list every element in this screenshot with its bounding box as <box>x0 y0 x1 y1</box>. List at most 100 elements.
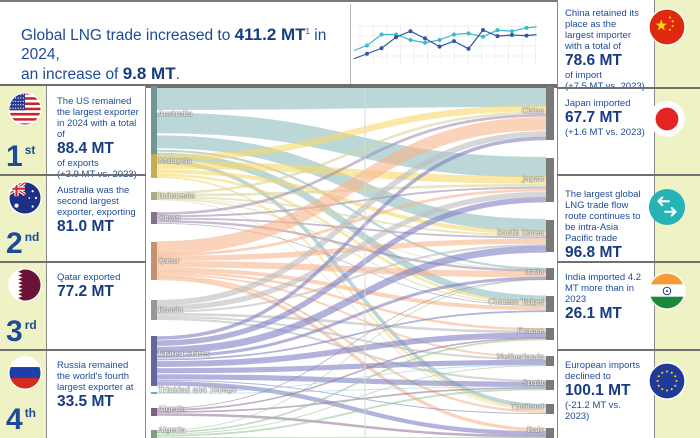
sankey-target-node[interactable] <box>546 220 554 252</box>
sankey-target-node[interactable] <box>546 268 554 280</box>
sankey-flow-algeria-to-italy <box>156 413 547 438</box>
importer-separator <box>557 349 700 351</box>
exporter-description: Qatar exported <box>57 272 121 283</box>
exporter-separator <box>0 174 146 176</box>
headline-increase: 9.8 MT <box>122 64 176 84</box>
sankey-source-node[interactable] <box>151 242 157 280</box>
sankey-svg <box>146 86 557 438</box>
sankey-target-node[interactable] <box>546 380 554 390</box>
headline: Global LNG trade increased to 411.2 MT1 … <box>21 22 351 84</box>
sparkline-chart <box>353 22 538 66</box>
sankey-flow-algeria-to-spain <box>156 388 547 437</box>
sparkline-point <box>408 38 413 42</box>
sparkline-point <box>495 28 500 33</box>
sankey-flow-qatar-to-china <box>156 117 547 255</box>
sankey-target-node[interactable] <box>546 86 554 140</box>
exporter-separator <box>0 349 146 351</box>
sankey-flow-indonesia-to-thailand <box>156 199 547 411</box>
exporter-value: 81.0 MT <box>57 218 114 235</box>
sankey-flow-algeria-to-netherlands <box>156 365 547 435</box>
sankey-source-node[interactable] <box>151 392 157 394</box>
sparkline-point <box>481 34 485 39</box>
sankey-source-node[interactable] <box>151 336 157 386</box>
sankey-flow-qatar-to-chinese-taipei <box>156 267 547 311</box>
sankey-source-label: Malaysia <box>158 156 192 165</box>
headline-text-3: an increase of <box>21 66 123 84</box>
sankey-source-node[interactable] <box>151 212 157 224</box>
sankey-target-node[interactable] <box>546 328 554 340</box>
sankey-target-node[interactable] <box>546 296 554 312</box>
sparkline-series-light <box>353 26 537 52</box>
exporter-description: Australia was the second largest exporte… <box>57 185 136 218</box>
qatar-flag-icon <box>8 268 42 302</box>
headline-total: 411.2 MT <box>234 25 306 45</box>
sparkline-point <box>394 35 398 40</box>
sankey-flow-australia-to-japan <box>156 112 547 178</box>
sankey-source-node[interactable] <box>151 154 157 178</box>
sparkline-point <box>452 32 456 37</box>
sankey-source-label: United States <box>158 349 211 358</box>
sankey-source-node[interactable] <box>151 430 157 438</box>
importer-change: (-21.2 MT vs. 2023) <box>565 400 621 422</box>
sankey-flow-russia-to-japan <box>156 191 547 311</box>
sankey-flow-russia-to-south-korea <box>156 244 547 313</box>
exporter-separator <box>0 261 146 263</box>
sankey-target-node[interactable] <box>546 158 554 202</box>
importer-value: 100.1 MT <box>565 382 631 399</box>
sankey-flow-oman-to-chinese-taipei <box>156 223 547 307</box>
us-flag-icon <box>8 92 42 126</box>
sankey-target-label: France <box>517 326 544 335</box>
sankey-flow-indonesia-to-india <box>156 197 547 271</box>
sankey-source-label: Algeria <box>158 425 186 434</box>
importer-value: 78.6 MT <box>565 52 622 69</box>
sparkline-point <box>495 34 500 39</box>
sankey-source-node[interactable] <box>151 86 157 164</box>
sankey-source-node[interactable] <box>151 192 157 200</box>
russia-flag-icon <box>8 356 42 390</box>
sankey-flow-malaysia-to-china <box>156 104 547 161</box>
exporter-description: The US remained the largest exporter in … <box>57 96 139 140</box>
sankey-flow-russia-to-china <box>156 131 547 306</box>
importer-card-text: China retained its place as the largest … <box>565 8 645 92</box>
importer-card-text: Japan imported 67.7 MT (+1.6 MT vs. 2023… <box>565 98 645 138</box>
sankey-source-label: Qatar <box>158 256 180 265</box>
sankey-source-label: Algeria <box>158 404 186 413</box>
sankey-flow-trinidad-and-tobago-to-netherlands <box>156 364 547 393</box>
sankey-target-label: Thailand <box>510 402 544 411</box>
sankey-target-label: Spain <box>522 378 544 387</box>
exporter-card-text: The US remained the largest exporter in … <box>57 96 143 180</box>
sparkline-point <box>423 40 427 45</box>
sparkline-point <box>510 29 514 34</box>
sankey-target-node[interactable] <box>546 428 554 438</box>
sankey-target-label: Japan <box>522 174 544 183</box>
importer-value: 96.8 MT <box>565 244 622 261</box>
importer-description: India imported 4.2 MT more than in 2023 <box>565 272 642 305</box>
importer-separator <box>557 174 700 176</box>
headline-footnote: 1 <box>305 27 310 36</box>
sankey-flow-united-states-to-south-korea <box>156 245 547 354</box>
sparkline-point <box>437 44 442 49</box>
exporter-description: Russia remained the world's fourth large… <box>57 360 134 393</box>
importer-separator <box>557 87 700 89</box>
sankey-target-node[interactable] <box>546 404 554 414</box>
importer-value: 26.1 MT <box>565 305 622 322</box>
sparkline-point <box>437 38 442 42</box>
sankey-source-node[interactable] <box>151 408 157 416</box>
exporter-note: of exports <box>57 158 99 169</box>
sankey-flow-qatar-to-japan <box>156 188 547 257</box>
sankey-flow-algeria-to-india <box>156 279 547 431</box>
sankey-flow-algeria-to-india <box>156 278 547 409</box>
sankey-target-label: China <box>521 106 544 115</box>
sankey-flow-algeria-to-france <box>156 338 547 434</box>
sankey-flow-oman-to-south-korea <box>156 217 547 239</box>
sankey-source-label: Trinidad and Tobago <box>158 385 237 394</box>
australia-flag-icon <box>8 181 42 215</box>
sankey-source-node[interactable] <box>151 300 157 320</box>
sankey-flow-united-states-to-china <box>156 136 547 340</box>
sankey-source-label: Indonesia <box>158 191 196 200</box>
sankey-target-node[interactable] <box>546 356 554 366</box>
importer-card-top <box>558 0 654 86</box>
headline-end: . <box>175 66 180 84</box>
